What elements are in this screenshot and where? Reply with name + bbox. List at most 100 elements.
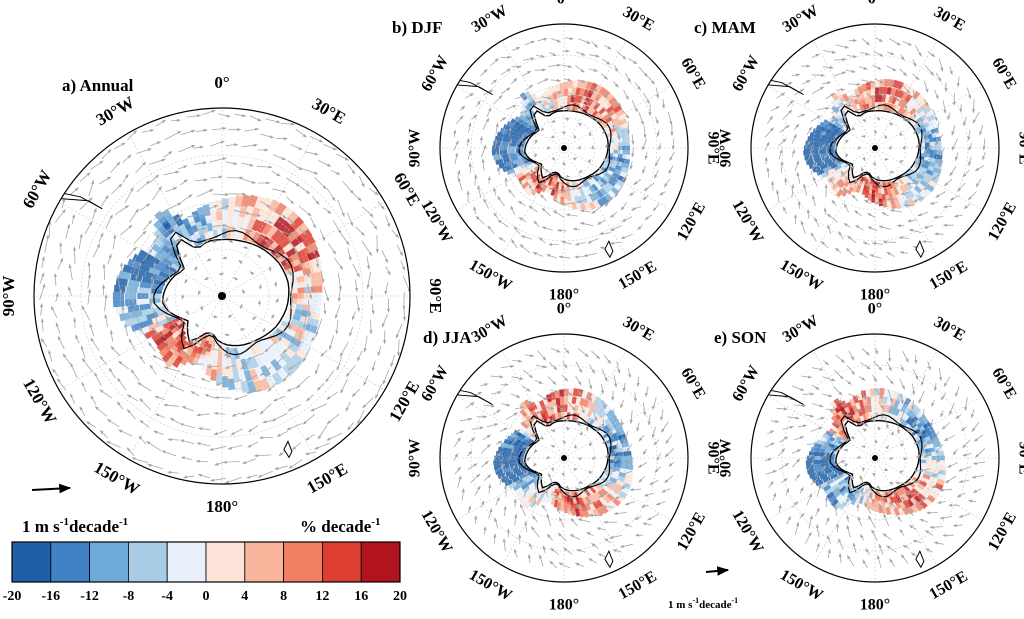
colorbar-tick-label: 20 [393,589,407,604]
longitude-label: 90°E [1015,131,1024,164]
wind-reference-label-small: 1 m s-1decade-1 [668,596,738,611]
longitude-label: 60°W [418,363,452,405]
longitude-label: 180° [860,287,890,304]
longitude-label: 60°E [677,55,708,92]
longitude-label: 0° [868,301,882,318]
colorbar-segment [11,541,52,583]
longitude-label: 0° [557,301,571,318]
longitude-label: 60°E [988,365,1019,402]
wind-reference-arrow [31,483,72,494]
map-son: 0° 30°E 60°E 90°E 120°E 150°E 180° 150°W 120°W 90… [718,301,1024,614]
panel-title-jja: d) JJA [423,328,472,347]
longitude-label: 120°W [729,197,767,246]
longitude-label: 30°E [931,3,968,34]
longitude-label: 150°E [927,258,971,293]
wind-reference-arrow-small [705,566,730,576]
map-jja: 0° 30°E 60°E 90°E 120°E 150°E 180° 150°W 120°W 90… [407,301,722,614]
longitude-label: 30°W [469,2,511,36]
colorbar-segment [205,541,246,583]
longitude-label: 120°E [385,378,423,425]
longitude-label: 60°W [19,167,56,212]
longitude-label: 30°W [469,312,511,346]
colorbar-tick-label: 4 [241,589,248,604]
colorbar-segment [244,541,285,583]
colorbar-segment [166,541,207,583]
longitude-label: 60°W [729,363,763,405]
panel-title-mam: c) MAM [694,18,756,37]
longitude-label: 90°E [704,131,721,164]
longitude-label: 150°W [91,458,143,499]
longitude-label: 120°E [674,510,709,554]
colorbar-tick-label: -20 [3,589,22,604]
colorbar-segment [50,541,90,583]
map-mam: 0° 30°E 60°E 90°E 120°E 150°E 180° 150°W 120°W 90… [718,0,1024,304]
colorbar-tick-label: -4 [161,589,173,604]
colorbar-tick-label: -8 [123,589,135,604]
longitude-label: 90°E [1015,441,1024,474]
map-boundary [439,333,689,583]
map-boundary [33,107,411,485]
longitude-label: 150°W [466,257,515,295]
longitude-label: 120°E [985,510,1020,554]
longitude-label: 150°W [466,567,515,605]
longitude-label: 60°E [677,365,708,402]
map-annual: 0° 30°E 60°E 90°E 120°E 150°E 180° 150°W 120°W 90… [0,73,445,516]
longitude-label: 150°E [304,459,351,497]
longitude-label: 0° [868,0,882,8]
longitude-label: 60°W [418,53,452,95]
longitude-label: 120°W [729,507,767,556]
longitude-label: 180° [860,597,890,614]
colorbar-segment [283,541,323,583]
longitude-label: 90°E [704,441,721,474]
longitude-label: 30°E [620,3,657,34]
colorbar: -20 -16 -12 -8 -4 0 4 8 12 16 20 [3,541,407,604]
colorbar-segment [360,541,401,583]
map-boundary [750,333,1000,583]
longitude-label: 90°W [0,276,18,317]
map-boundary [439,23,689,273]
colorbar-segment [89,541,129,583]
longitude-label: 30°W [780,2,822,36]
longitude-label: 60°W [729,53,763,95]
longitude-label: 30°E [620,313,657,344]
colorbar-tick-label: -16 [41,589,60,604]
longitude-label: 30°W [93,93,138,130]
panel-title-djf: b) DJF [392,18,443,37]
longitude-label: 30°E [931,313,968,344]
panel-title-annual: a) Annual [62,76,134,95]
longitude-label: 60°E [988,55,1019,92]
longitude-label: 120°W [19,375,60,427]
longitude-label: 30°W [780,312,822,346]
longitude-label: 150°E [616,258,660,293]
longitude-label: 150°W [777,567,826,605]
colorbar-segment [321,541,362,583]
longitude-label: 90°W [718,439,735,477]
colorbar-tick-label: -12 [80,589,99,604]
wind-reference-label: 1 m s-1decade-1 [22,516,128,536]
longitude-label: 90°W [407,439,424,477]
colorbar-segment [127,541,168,583]
longitude-label: 180° [549,287,579,304]
colorbar-unit: % decade-1 [300,516,380,536]
longitude-label: 0° [214,73,229,92]
panel-title-son: e) SON [714,328,767,347]
longitude-label: 90°E [426,278,445,313]
map-boundary [750,23,1000,273]
longitude-label: 90°W [407,129,424,167]
longitude-label: 150°E [616,568,660,603]
colorbar-tick-label: 8 [280,589,287,604]
longitude-label: 120°E [674,200,709,244]
longitude-label: 120°E [985,200,1020,244]
colorbar-tick-label: 0 [203,589,210,604]
longitude-label: 60°E [390,169,424,209]
longitude-label: 180° [206,497,238,516]
longitude-label: 120°W [418,507,456,556]
map-djf: 0° 30°E 60°E 90°E 120°E 150°E 180° 150°W 120°W 90… [407,0,722,304]
longitude-label: 90°W [718,129,735,167]
colorbar-tick-label: 12 [315,589,329,604]
longitude-label: 0° [557,0,571,8]
longitude-label: 120°W [418,197,456,246]
longitude-label: 150°W [777,257,826,295]
